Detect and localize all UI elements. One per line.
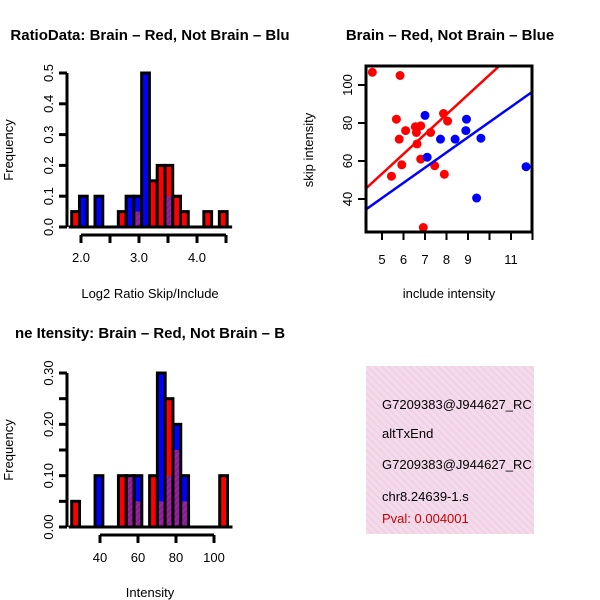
not-brain-point xyxy=(422,152,432,162)
x-tick-label: 6 xyxy=(400,252,407,267)
x-tick-label: 60 xyxy=(131,550,145,565)
scatter-ylabel: skip intensity xyxy=(301,112,316,187)
histogram-bar xyxy=(202,210,214,229)
brain-point xyxy=(386,171,396,181)
y-tick-label: 0.0 xyxy=(41,218,56,236)
y-tick-label: 0.20 xyxy=(41,412,56,437)
histogram-bar xyxy=(179,210,190,229)
histogram-bar xyxy=(217,210,229,229)
overlap-bar xyxy=(166,475,172,526)
x-tick-label: 4.0 xyxy=(188,250,206,265)
overlap-bar xyxy=(135,211,141,226)
not-brain-point xyxy=(521,162,531,172)
overlap-bar xyxy=(166,196,172,226)
intensity-histogram-title: ne Itensity: Brain – Red, Not Brain – B xyxy=(15,325,285,342)
histogram-bar xyxy=(218,474,230,529)
info-box: G7209383@J944627_RC altTxEnd G7209383@J9… xyxy=(366,366,534,534)
pval-text: Pval: 0.004001 xyxy=(382,511,469,526)
plot-frame xyxy=(364,64,534,234)
y-tick-label: 40 xyxy=(340,192,355,206)
brain-point xyxy=(418,223,428,232)
not-brain-point xyxy=(461,126,471,136)
brain-point xyxy=(397,160,407,170)
y-tick-label: 0.30 xyxy=(41,360,56,385)
intensity-scatter: Brain – Red, Not Brain – Blue 5 6 7 8 9 11 40 6… xyxy=(301,27,554,301)
overlap-bar xyxy=(135,501,141,526)
brain-point xyxy=(411,128,421,137)
y-tick-label: 0.4 xyxy=(41,95,56,113)
brain-point xyxy=(401,126,411,136)
scatter-xlabel: include intensity xyxy=(403,286,496,301)
y-tick-label: 0.5 xyxy=(41,64,56,82)
intensity-histogram-xlabel: Intensity xyxy=(126,585,175,600)
y-tick-label: 100 xyxy=(340,74,355,96)
ratio-histogram-title: RatioData: Brain – Red, Not Brain – Blu xyxy=(10,27,289,44)
y-tick-label: 0.2 xyxy=(41,156,56,174)
not-brain-point xyxy=(420,110,430,120)
not-brain-fit-line xyxy=(366,90,532,211)
y-tick-label: 0.1 xyxy=(41,187,56,205)
brain-point xyxy=(443,116,453,126)
x-tick-label: 100 xyxy=(203,550,225,565)
overlap-bar xyxy=(182,501,188,526)
not-brain-point xyxy=(450,134,460,144)
histogram-bar xyxy=(70,499,81,529)
info-line-1: G7209383@J944627_RC xyxy=(382,397,532,412)
y-tick-label: 80 xyxy=(340,116,355,130)
histogram-bar xyxy=(77,194,89,229)
overlap-bar xyxy=(174,450,180,526)
intensity-histogram: ne Itensity: Brain – Red, Not Brain – B … xyxy=(1,325,285,600)
histogram-bar xyxy=(93,194,105,229)
x-tick-label: 2.0 xyxy=(72,250,90,265)
not-brain-point xyxy=(435,134,445,144)
brain-point xyxy=(416,121,426,131)
x-tick-label: 8 xyxy=(443,252,450,267)
ratio-histogram: RatioData: Brain – Red, Not Brain – Blu … xyxy=(1,27,290,301)
x-tick-label: 80 xyxy=(169,550,183,565)
info-line-2: altTxEnd xyxy=(382,426,433,441)
brain-point xyxy=(367,67,377,77)
info-line-3: G7209383@J944627_RC xyxy=(382,457,532,472)
histogram-bar xyxy=(93,474,105,529)
brain-point xyxy=(412,139,422,149)
x-tick-label: 40 xyxy=(93,550,107,565)
y-tick-label: 0.00 xyxy=(41,514,56,539)
y-tick-label: 60 xyxy=(340,154,355,168)
ratio-histogram-ylabel: Frequency xyxy=(1,119,16,181)
info-line-4: chr8.24639-1.s xyxy=(382,489,469,504)
brain-point xyxy=(394,134,404,144)
x-tick-label: 7 xyxy=(421,252,428,267)
brain-point xyxy=(439,169,449,179)
x-tick-label: 11 xyxy=(504,252,518,267)
scatter-title: Brain – Red, Not Brain – Blue xyxy=(346,27,554,44)
overlap-bar xyxy=(158,501,164,526)
x-tick-label: 5 xyxy=(378,252,385,267)
info-box-background xyxy=(366,366,534,534)
brain-point xyxy=(395,71,405,80)
y-tick-label: 0.10 xyxy=(41,463,56,488)
intensity-histogram-ylabel: Frequency xyxy=(1,419,16,481)
plot-area xyxy=(366,66,532,232)
not-brain-point xyxy=(476,133,486,143)
ratio-histogram-xlabel: Log2 Ratio Skip/Include xyxy=(81,286,218,301)
brain-point xyxy=(391,114,401,124)
brain-fit-line xyxy=(366,66,502,190)
not-brain-point xyxy=(472,193,482,203)
x-tick-label: 3.0 xyxy=(130,250,148,265)
y-tick-label: 0.3 xyxy=(41,126,56,144)
not-brain-point xyxy=(461,114,471,124)
x-tick-label: 9 xyxy=(464,252,471,267)
